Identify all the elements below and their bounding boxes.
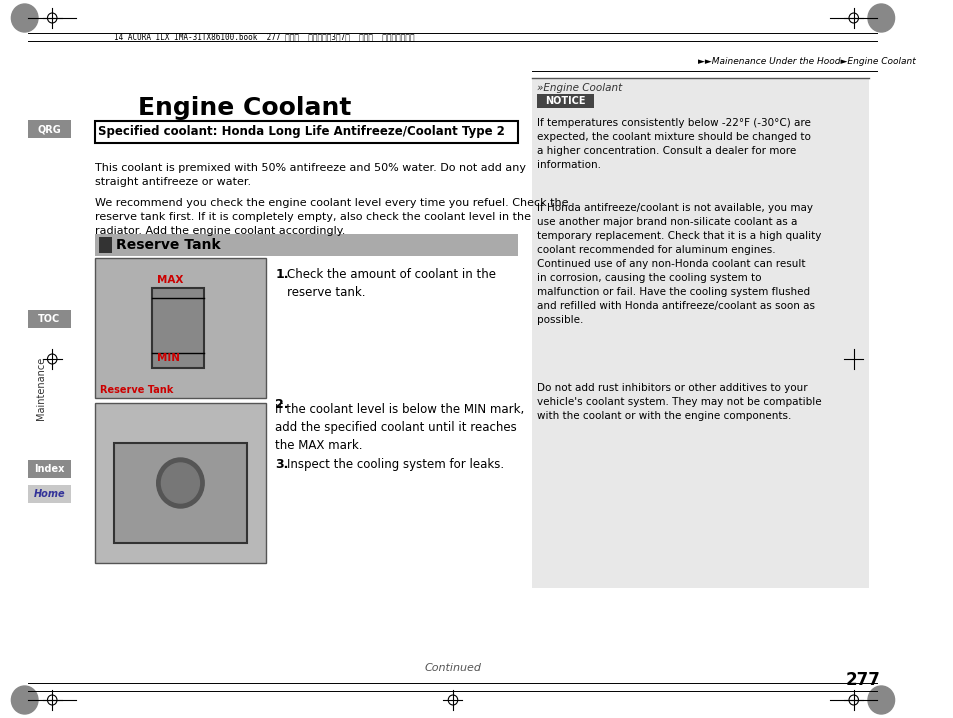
Text: MIN: MIN (156, 353, 179, 363)
Text: Inspect the cooling system for leaks.: Inspect the cooling system for leaks. (287, 458, 503, 471)
FancyBboxPatch shape (29, 120, 71, 138)
Text: This coolant is premixed with 50% antifreeze and 50% water. Do not add any
strai: This coolant is premixed with 50% antifr… (95, 163, 525, 187)
Text: Reserve Tank: Reserve Tank (100, 385, 172, 395)
Text: NOTICE: NOTICE (544, 96, 585, 106)
FancyBboxPatch shape (152, 288, 204, 368)
FancyBboxPatch shape (29, 485, 71, 503)
Text: If the coolant level is below the MIN mark,
add the specified coolant until it r: If the coolant level is below the MIN ma… (275, 403, 524, 452)
Text: Index: Index (34, 464, 65, 474)
Text: Continued: Continued (424, 663, 481, 673)
Text: 3.: 3. (275, 458, 289, 471)
Text: MAX: MAX (156, 275, 183, 285)
Text: Check the amount of coolant in the
reserve tank.: Check the amount of coolant in the reser… (287, 268, 496, 299)
Text: Reserve Tank: Reserve Tank (115, 238, 220, 252)
Text: We recommend you check the engine coolant level every time you refuel. Check the: We recommend you check the engine coolan… (95, 198, 568, 236)
FancyBboxPatch shape (536, 94, 593, 108)
Text: 1.: 1. (275, 268, 289, 281)
Text: Home: Home (33, 489, 65, 499)
Text: Specified coolant: Honda Long Life Antifreeze/Coolant Type 2: Specified coolant: Honda Long Life Antif… (98, 126, 504, 139)
FancyBboxPatch shape (29, 460, 71, 478)
FancyBboxPatch shape (99, 237, 112, 253)
FancyBboxPatch shape (95, 403, 266, 563)
FancyBboxPatch shape (531, 78, 868, 588)
Text: 2.: 2. (275, 398, 289, 411)
Text: Do not add rust inhibitors or other additives to your
vehicle's coolant system. : Do not add rust inhibitors or other addi… (536, 383, 821, 421)
Text: QRG: QRG (37, 124, 61, 134)
Circle shape (867, 4, 894, 32)
Text: TOC: TOC (38, 314, 60, 324)
Text: »Engine Coolant: »Engine Coolant (536, 83, 621, 93)
FancyBboxPatch shape (95, 234, 517, 256)
Text: If temperatures consistently below -22°F (-30°C) are
expected, the coolant mixtu: If temperatures consistently below -22°F… (536, 118, 810, 170)
FancyBboxPatch shape (29, 310, 71, 328)
Circle shape (867, 686, 894, 714)
Text: 277: 277 (844, 671, 880, 689)
Circle shape (156, 458, 204, 508)
Circle shape (11, 686, 38, 714)
Text: If Honda antifreeze/coolant is not available, you may
use another major brand no: If Honda antifreeze/coolant is not avail… (536, 203, 821, 325)
Circle shape (161, 463, 199, 503)
FancyBboxPatch shape (95, 258, 266, 398)
Circle shape (11, 4, 38, 32)
Text: Engine Coolant: Engine Coolant (137, 96, 351, 120)
FancyBboxPatch shape (113, 443, 247, 543)
FancyBboxPatch shape (95, 121, 517, 143)
Text: Maintenance: Maintenance (36, 356, 46, 419)
Text: ►►Mainenance Under the Hood►Engine Coolant: ►►Mainenance Under the Hood►Engine Coola… (698, 57, 915, 65)
Text: 14 ACURA ILX IMA-31TX86100.book  277 ページ  ２０１３年3枈7日  木曜日  午後１時１４分: 14 ACURA ILX IMA-31TX86100.book 277 ページ … (113, 32, 415, 42)
